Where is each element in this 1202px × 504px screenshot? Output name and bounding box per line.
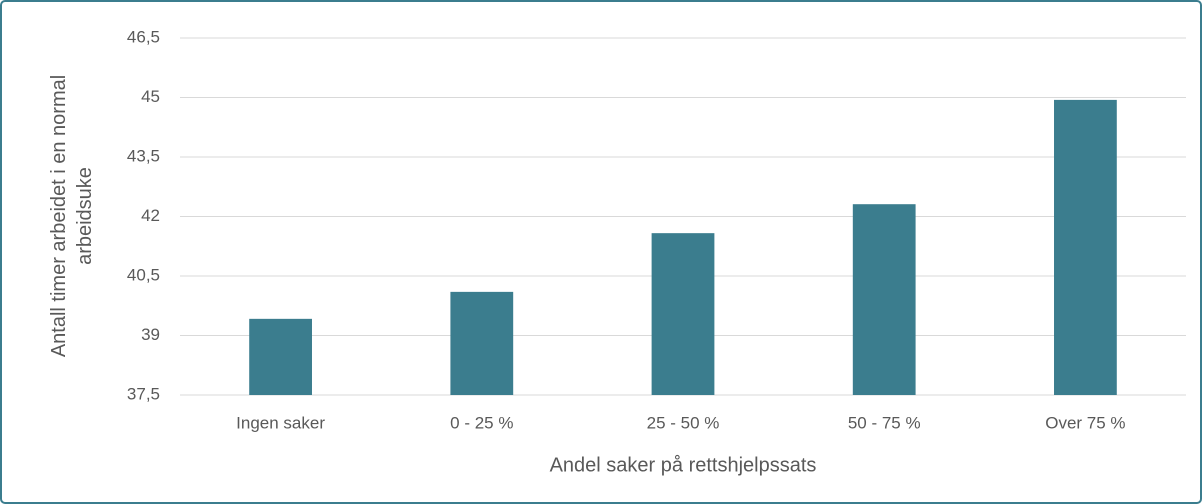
x-axis-title: Andel saker på rettshjelpssats (550, 454, 817, 476)
y-axis-title: Antall timer arbeidet i en normal arbeids… (48, 75, 96, 357)
bar (651, 233, 715, 395)
x-tick-label: Ingen saker (236, 413, 325, 432)
x-tick-label: Over 75 % (1045, 413, 1125, 432)
bar (1054, 99, 1117, 395)
bar (852, 204, 916, 395)
x-tick-label: 25 - 50 % (647, 413, 720, 432)
y-tick-label: 39 (141, 325, 160, 344)
x-tick-label: 0 - 25 % (450, 413, 513, 432)
y-tick-label: 40,5 (127, 265, 160, 284)
y-tick-label: 37,5 (127, 384, 160, 403)
bar (450, 291, 514, 395)
y-tick-label: 43,5 (127, 146, 160, 165)
y-tick-label: 42 (141, 206, 160, 225)
bar (249, 318, 312, 395)
y-tick-label: 46,5 (127, 27, 160, 46)
x-tick-label: 50 - 75 % (848, 413, 921, 432)
y-tick-label: 45 (141, 87, 160, 106)
